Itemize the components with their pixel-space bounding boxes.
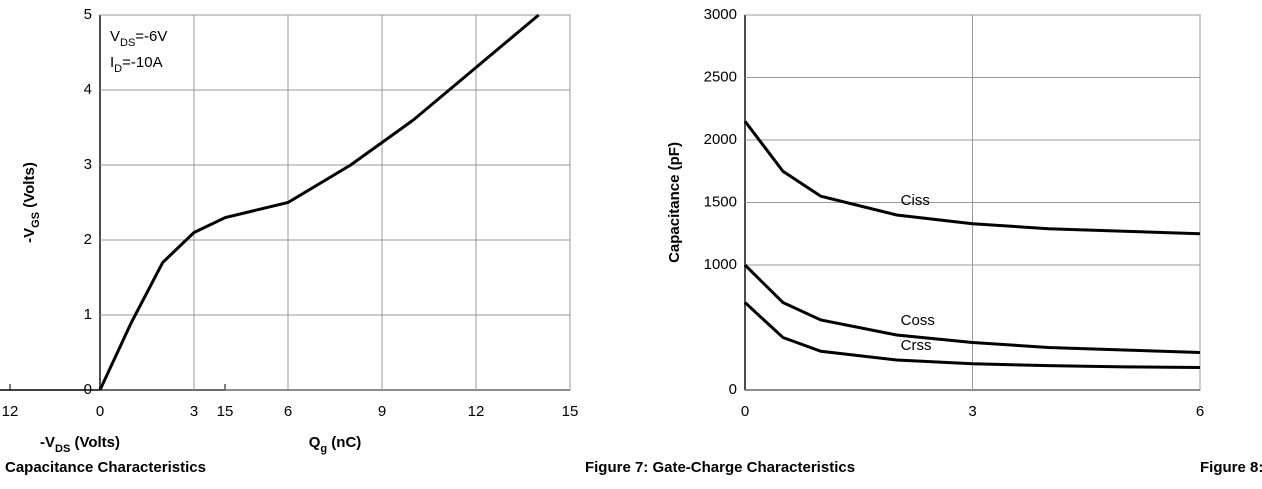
y-axis-label: Capacitance (pF) xyxy=(666,142,683,263)
figure-caption: Figure 8: xyxy=(1200,459,1262,476)
y-axis-label-part: (Volts) xyxy=(21,162,38,212)
y-tick-label: 2 xyxy=(84,231,92,248)
series-label: Ciss xyxy=(901,192,930,209)
y-tick-label: 2000 xyxy=(704,131,737,148)
x-tick-label: 15 xyxy=(562,403,579,420)
line xyxy=(100,15,539,390)
screenshot: 91215-VDS (Volts)Capacitance Characteris… xyxy=(0,0,1262,489)
x-tick-label: 9 xyxy=(378,403,386,420)
y-tick-label: 1500 xyxy=(704,193,737,210)
x-axis-label-part: g xyxy=(320,443,327,455)
y-axis-label: -VGS (Volts) xyxy=(21,162,42,243)
annotation-part: =-6V xyxy=(135,28,167,45)
annotation-part: DS xyxy=(120,37,135,49)
x-tick-label: 3 xyxy=(190,403,198,420)
page: 91215-VDS (Volts)Capacitance Characteris… xyxy=(0,0,1262,489)
x-tick-label: 12 xyxy=(2,403,19,420)
annotation-part: V xyxy=(110,28,120,45)
x-axis-label-part: Q xyxy=(309,434,321,451)
y-tick-label: 3000 xyxy=(704,6,737,23)
y-tick-label: 1 xyxy=(84,306,92,323)
x-axis-label: -VDS (Volts) xyxy=(40,434,120,455)
x-axis-label-part: DS xyxy=(55,443,70,455)
figure-caption: Figure 7: Gate-Charge Characteristics xyxy=(585,459,855,476)
plot-frame xyxy=(100,15,570,390)
x-axis-label-part: (Volts) xyxy=(70,434,120,451)
x-tick-label: 0 xyxy=(96,403,104,420)
y-tick-label: 1000 xyxy=(704,256,737,273)
annotation-part: D xyxy=(114,63,122,75)
x-tick-label: 0 xyxy=(741,403,749,420)
x-axis-label-part: -V xyxy=(40,434,55,451)
y-axis-label-part: Capacitance (pF) xyxy=(666,142,683,263)
x-tick-label: 15 xyxy=(217,403,234,420)
y-tick-label: 4 xyxy=(84,81,92,98)
y-tick-label: 0 xyxy=(729,381,737,398)
x-tick-label: 6 xyxy=(1196,403,1204,420)
y-tick-label: 2500 xyxy=(704,68,737,85)
y-axis-label-part: -V xyxy=(21,228,38,243)
x-axis-label: Qg (nC) xyxy=(309,434,362,455)
y-tick-label: 0 xyxy=(84,381,92,398)
x-tick-label: 12 xyxy=(468,403,485,420)
x-tick-label: 6 xyxy=(284,403,292,420)
y-tick-label: 5 xyxy=(84,6,92,23)
annotation-part: =-10A xyxy=(122,54,162,71)
series-label: Coss xyxy=(901,312,935,329)
x-tick-label: 3 xyxy=(968,403,976,420)
y-axis-label-part: GS xyxy=(30,212,42,228)
y-tick-label: 3 xyxy=(84,156,92,173)
annotation: ID=-10A xyxy=(110,54,163,75)
figure-caption: Capacitance Characteristics xyxy=(5,459,206,476)
series-label: Crss xyxy=(901,337,932,354)
x-axis-label-part: (nC) xyxy=(327,434,361,451)
annotation: VDS=-6V xyxy=(110,28,167,49)
